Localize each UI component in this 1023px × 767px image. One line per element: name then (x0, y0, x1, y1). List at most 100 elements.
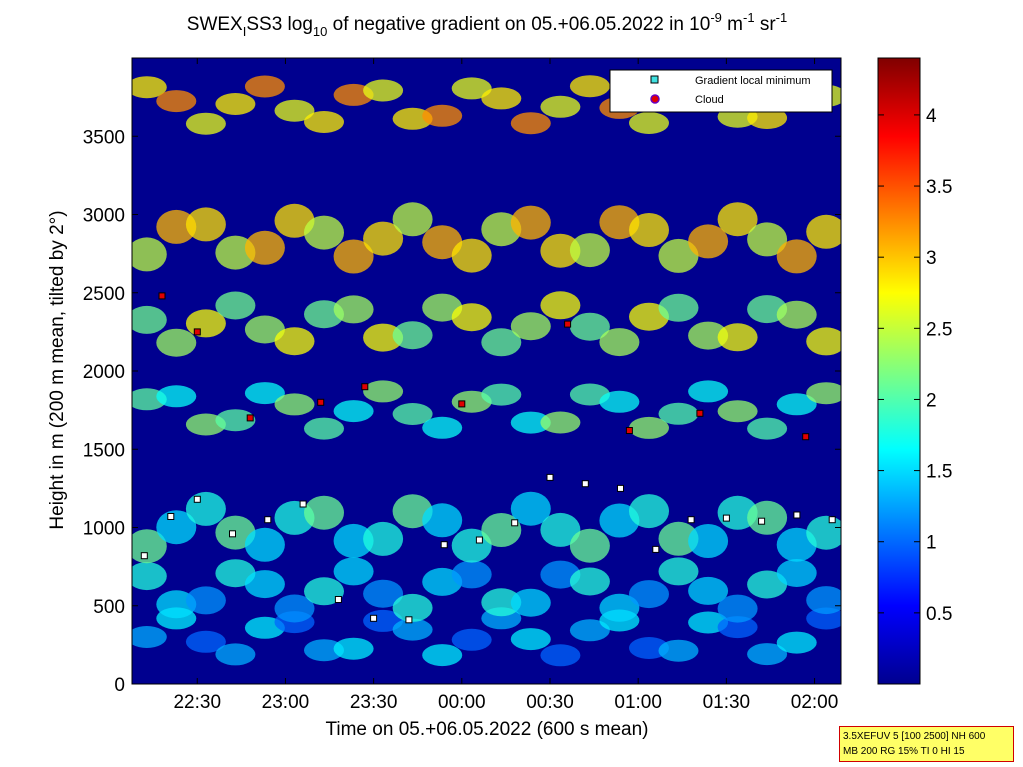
heatmap-cell (156, 590, 197, 619)
colorbar-tick-label: 0.5 (926, 604, 952, 625)
gradient-min-marker (722, 514, 730, 522)
gradient-min-marker (229, 530, 236, 538)
x-axis: 22:30 23:00 23:30 00:00 00:30 01:00 01:30 02:00 (173, 58, 838, 713)
y-tick-label: 1000 (83, 519, 125, 540)
gradient-min-marker (617, 484, 624, 492)
heatmap-cell (510, 312, 551, 341)
heatmap-cell (510, 491, 551, 526)
heatmap-cell (569, 567, 610, 596)
heatmap-cell (132, 562, 167, 591)
heatmap-cell (481, 87, 522, 110)
note-line-1: 3.5XEFUV 5 [100 2500] NH 600 (843, 731, 986, 742)
cloud-marker (696, 409, 704, 417)
x-tick-label: 23:00 (262, 692, 310, 713)
heatmap-cell (481, 328, 522, 357)
heatmap-cell (658, 521, 699, 556)
heatmap-cell (333, 557, 374, 586)
heatmap-cell (688, 524, 729, 558)
heatmap-cell (658, 238, 699, 273)
colorbar-tick-label: 3 (926, 248, 937, 269)
heatmap-cell (629, 112, 669, 134)
heatmap-cell (274, 393, 315, 416)
heatmap-cell (451, 303, 492, 332)
heatmap-cell (776, 559, 817, 587)
heatmap-cell (451, 238, 492, 273)
heatmap-cell (776, 300, 817, 329)
heatmap-cell (185, 586, 226, 615)
x-tick-label: 02:00 (791, 692, 839, 713)
gradient-min-marker (475, 536, 483, 544)
colorbar-tick-label: 4 (926, 106, 937, 127)
heatmap-cell (540, 644, 581, 667)
y-tick-label: 500 (93, 597, 125, 618)
colorbar: 0.5 1 1.5 2 2.5 3 3.5 4 (877, 57, 952, 685)
gradient-min-marker (546, 473, 554, 481)
heatmap-cell (451, 560, 492, 589)
heatmap-cell (510, 588, 551, 617)
heatmap-cell (185, 630, 226, 653)
y-tick-label: 3000 (83, 206, 125, 227)
gradient-min-marker (758, 517, 766, 525)
processing-parameters-note: 3.5XEFUV 5 [100 2500] NH 600 MB 200 RG 1… (839, 726, 1014, 762)
heatmap-cell (422, 503, 463, 538)
gradient-min-marker (167, 513, 175, 520)
heatmap-cell (132, 305, 167, 334)
heatmap-cell (156, 385, 197, 408)
heatmap-cell (333, 523, 374, 558)
heatmap-cell (510, 112, 551, 135)
x-tick-label: 01:00 (614, 692, 662, 713)
heatmap-cell (304, 495, 344, 530)
heatmap-cell (156, 209, 197, 244)
heatmap-cell (688, 224, 729, 259)
heatmap-cell (244, 527, 285, 562)
heatmap-cell (451, 77, 492, 100)
heatmap-cell (540, 291, 581, 320)
heatmap-cell (333, 400, 374, 423)
heatmap-cell (747, 643, 788, 666)
heatmap-cell (806, 515, 841, 550)
heatmap-cell (747, 570, 788, 599)
heatmap-cell (806, 327, 841, 356)
colorbar-tick-label: 2 (926, 390, 937, 411)
plot-area: 22:30 23:00 23:30 00:00 00:30 01:00 01:30 02:00… (83, 57, 842, 713)
heatmap-cell (481, 588, 522, 617)
heatmap-cell (629, 637, 669, 659)
heatmap-cell (776, 631, 817, 654)
heatmap-cell (629, 213, 669, 247)
heatmap-cell (747, 222, 788, 257)
legend-label-cloud: Cloud (695, 94, 724, 106)
heatmap-cell (688, 380, 729, 403)
legend-marker-cloud (650, 94, 660, 104)
heatmap-cell (569, 619, 610, 642)
heatmap-cell (688, 321, 729, 350)
heatmap-cell (392, 107, 433, 130)
heatmap-cell (392, 403, 433, 425)
y-tick-label: 1500 (83, 440, 125, 461)
heatmap-cell (540, 95, 581, 118)
cloud-marker (158, 292, 166, 300)
heatmap-cell (132, 76, 167, 99)
heatmap-cell (244, 315, 285, 344)
heatmap-cell (304, 215, 344, 250)
heatmap-cell (688, 576, 729, 605)
y-axis: 0 500 1000 1500 2000 2500 3000 3500 (83, 127, 841, 696)
heatmap-cell (304, 417, 344, 440)
heatmap-cell (333, 295, 374, 324)
heatmap-cell (392, 618, 433, 641)
legend-marker-gradient-min (650, 75, 659, 84)
heatmap-cell (658, 402, 699, 425)
gradient-min-marker (793, 511, 801, 519)
heatmap-cell (392, 202, 433, 237)
heatmap-cell (747, 500, 788, 535)
gradient-min-marker (264, 516, 272, 524)
gradient-min-marker (193, 495, 201, 503)
heatmap-cell (304, 577, 344, 606)
heatmap-cell (244, 230, 285, 265)
heatmap-cell (717, 616, 758, 639)
heatmap-cell (333, 239, 374, 274)
heatmap-cell (540, 411, 581, 434)
x-axis-label: Time on 05.+06.05.2022 (600 s mean) (325, 719, 648, 740)
x-tick-label: 00:00 (438, 692, 486, 713)
heatmap-cell (629, 494, 669, 529)
legend: Gradient local minimum Cloud (609, 69, 833, 113)
